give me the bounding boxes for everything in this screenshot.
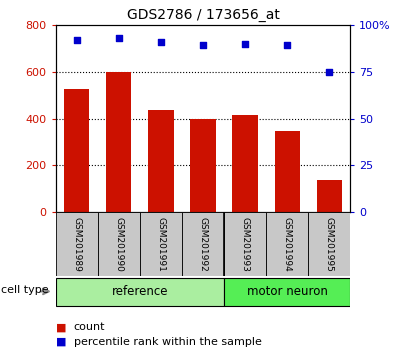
Bar bbox=[190, 119, 216, 212]
Point bbox=[326, 69, 332, 74]
Bar bbox=[275, 131, 300, 212]
Text: GSM201990: GSM201990 bbox=[114, 217, 123, 272]
Bar bbox=[224, 278, 350, 306]
Text: GSM201995: GSM201995 bbox=[325, 217, 334, 272]
Text: cell type: cell type bbox=[1, 285, 49, 295]
Text: GSM201992: GSM201992 bbox=[199, 217, 207, 272]
Bar bbox=[182, 212, 224, 276]
Point bbox=[200, 42, 206, 48]
Bar bbox=[224, 212, 266, 276]
Bar bbox=[316, 179, 342, 212]
Text: count: count bbox=[74, 322, 105, 332]
Title: GDS2786 / 173656_at: GDS2786 / 173656_at bbox=[127, 8, 279, 22]
Bar bbox=[56, 212, 98, 276]
Text: reference: reference bbox=[111, 285, 168, 298]
Bar bbox=[232, 115, 258, 212]
Text: GSM201989: GSM201989 bbox=[72, 217, 81, 272]
Point bbox=[158, 39, 164, 45]
Text: GSM201991: GSM201991 bbox=[156, 217, 166, 272]
Text: motor neuron: motor neuron bbox=[247, 285, 328, 298]
Bar bbox=[98, 212, 140, 276]
Point bbox=[116, 35, 122, 41]
Point bbox=[242, 41, 248, 46]
Text: percentile rank within the sample: percentile rank within the sample bbox=[74, 337, 261, 347]
Bar bbox=[140, 212, 182, 276]
Point bbox=[74, 37, 80, 42]
Point bbox=[284, 42, 290, 48]
Bar bbox=[106, 72, 131, 212]
Text: ■: ■ bbox=[56, 322, 70, 332]
Bar bbox=[308, 212, 350, 276]
Text: ■: ■ bbox=[56, 337, 70, 347]
Text: GSM201994: GSM201994 bbox=[283, 217, 292, 272]
Bar bbox=[56, 278, 224, 306]
Text: GSM201993: GSM201993 bbox=[240, 217, 250, 272]
Bar bbox=[148, 110, 174, 212]
Bar bbox=[266, 212, 308, 276]
Bar bbox=[64, 89, 90, 212]
